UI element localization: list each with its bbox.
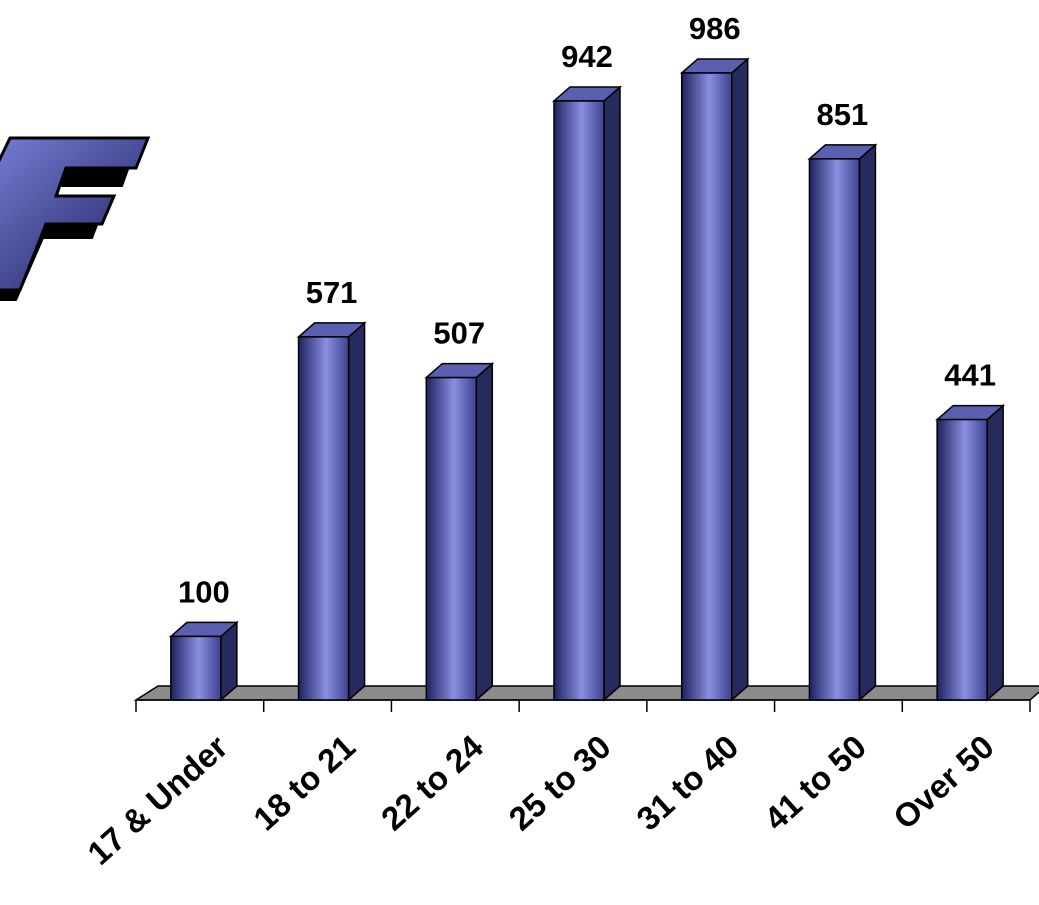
bar — [296, 321, 367, 702]
bar-side-face — [475, 361, 494, 702]
bar — [807, 143, 878, 702]
data-label: 851 — [817, 97, 869, 132]
bar — [935, 403, 1006, 702]
bar — [168, 620, 239, 702]
data-label: 100 — [178, 574, 230, 609]
bar-front-face — [170, 635, 222, 701]
bar-front-face — [425, 376, 478, 701]
x-tick-label: 25 to 30 — [502, 728, 618, 838]
tick-labels-group: 17 & Under 18 to 21 22 to 24 25 to 30 31 to … — [80, 727, 1001, 871]
bar-front-face — [936, 418, 988, 701]
x-tick-label: 17 & Under — [80, 728, 234, 872]
bar-front-face — [680, 72, 733, 701]
data-label: 986 — [689, 11, 741, 46]
x-tick-label: 41 to 50 — [757, 728, 873, 838]
x-tick-label: 31 to 40 — [629, 728, 745, 838]
data-label: 441 — [944, 358, 996, 393]
bar — [424, 361, 495, 702]
data-label: 571 — [306, 275, 358, 310]
x-tick-label: 18 to 21 — [246, 728, 362, 838]
bar-side-face — [603, 85, 621, 702]
bar-front-face — [553, 100, 605, 701]
bars-group — [168, 57, 1006, 702]
bar-side-face — [986, 403, 1004, 702]
data-label: 942 — [561, 39, 613, 74]
bar — [679, 57, 750, 702]
bar-side-face — [858, 143, 877, 702]
stylized-f-logo-icon — [0, 136, 151, 301]
x-tick-label: Over 50 — [886, 728, 1001, 837]
bar-front-face — [808, 158, 861, 701]
x-tick-label: 22 to 24 — [374, 727, 491, 837]
bar-side-face — [730, 57, 749, 702]
data-label: 507 — [433, 316, 485, 351]
bar — [552, 85, 622, 702]
bar-front-face — [297, 336, 350, 701]
data-labels-group: 100 571 507 942 986 851 441 — [178, 11, 996, 609]
bar-side-face — [347, 321, 366, 702]
